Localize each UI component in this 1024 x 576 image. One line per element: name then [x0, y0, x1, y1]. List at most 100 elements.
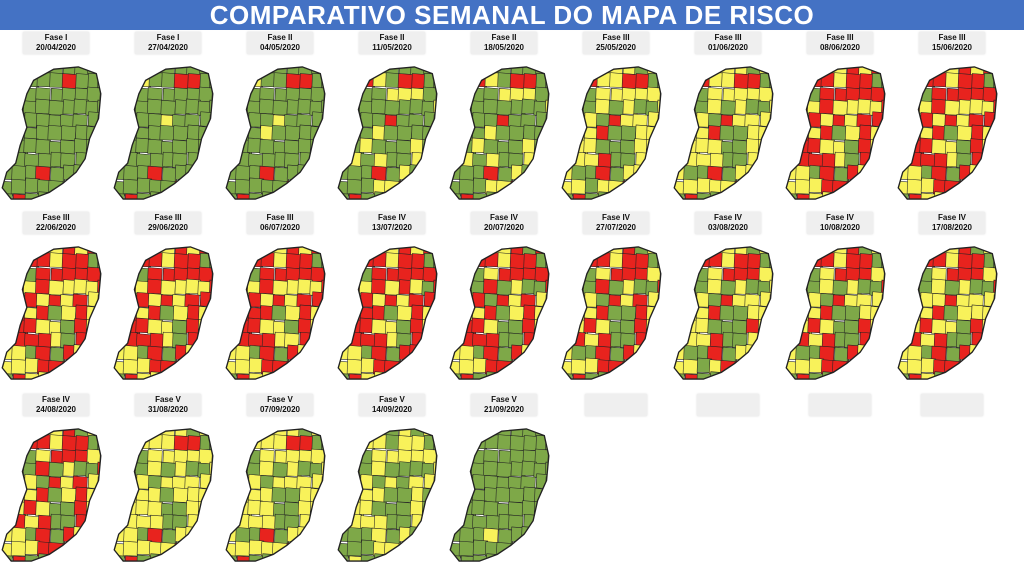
municipality-region: [186, 554, 202, 562]
municipality-region: [562, 87, 576, 104]
municipality-region: [545, 66, 549, 77]
municipality-region: [955, 139, 972, 156]
municipality-region: [510, 192, 526, 200]
municipality-region: [234, 246, 250, 256]
municipality-region: [633, 179, 650, 195]
municipality-region: [945, 371, 962, 380]
municipality-region: [450, 461, 463, 478]
municipality-region: [311, 371, 325, 380]
municipality-region: [114, 139, 126, 155]
date-label: 11/05/2020: [372, 43, 412, 52]
municipality-region: [562, 306, 574, 322]
municipality-region: [622, 180, 638, 196]
municipality-region: [311, 553, 325, 562]
municipality-region: [957, 73, 974, 89]
municipality-region: [199, 252, 213, 269]
map-panel: Fase IV 03/08/2020: [672, 212, 784, 392]
municipality-region: [125, 71, 141, 88]
municipality-region: [259, 460, 275, 477]
municipality-region: [646, 345, 661, 362]
municipality-region: [359, 66, 375, 77]
municipality-region: [562, 372, 573, 380]
map-panel: Fase V 07/09/2020: [224, 394, 336, 574]
municipality-region: [535, 252, 549, 269]
municipality-region: [898, 372, 909, 380]
state-outline: [561, 66, 662, 200]
risk-map: [449, 66, 550, 200]
municipality-region: [285, 73, 302, 89]
municipality-region: [2, 192, 13, 200]
municipality-region: [573, 251, 589, 268]
municipality-region: [173, 435, 190, 451]
municipality-region: [97, 513, 101, 529]
municipality-region: [807, 246, 823, 257]
municipality-region: [674, 192, 685, 200]
municipality-region: [993, 246, 997, 257]
municipality-region: [321, 528, 325, 544]
municipality-region: [422, 540, 437, 556]
municipality-region: [907, 345, 923, 361]
municipality-region: [321, 99, 325, 116]
municipality-region: [906, 246, 922, 256]
municipality-region: [162, 528, 178, 545]
municipality-region: [610, 346, 626, 363]
map-panel: Fase IV 27/07/2020: [560, 212, 672, 392]
municipality-region: [770, 192, 773, 200]
municipality-region: [298, 372, 314, 380]
municipality-region: [845, 73, 862, 89]
municipality-region: [209, 528, 213, 544]
municipality-region: [943, 124, 959, 141]
municipality-region: [234, 178, 251, 195]
municipality-region: [696, 192, 712, 200]
municipality-region: [562, 66, 575, 76]
municipality-region: [450, 433, 463, 450]
municipality-region: [920, 192, 936, 200]
municipality-region: [433, 252, 437, 269]
municipality-region: [99, 265, 101, 282]
municipality-region: [209, 461, 213, 478]
municipality-region: [808, 192, 824, 200]
municipality-region: [248, 372, 264, 380]
map-label: Fase II 11/05/2020: [359, 32, 425, 54]
municipality-region: [545, 246, 549, 257]
municipality-region: [657, 331, 661, 347]
municipality-region: [433, 114, 437, 130]
municipality-region: [114, 246, 127, 256]
municipality-region: [808, 372, 824, 380]
municipality-region: [62, 542, 78, 558]
map-panel: Fase II 18/05/2020: [448, 32, 560, 212]
risk-map: [113, 428, 214, 562]
municipality-region: [73, 359, 90, 375]
empty-slot: [784, 394, 896, 574]
municipality-region: [460, 373, 476, 380]
municipality-region: [450, 71, 463, 88]
municipality-region: [235, 165, 251, 181]
municipality-region: [572, 193, 588, 200]
municipality-region: [545, 125, 549, 141]
municipality-region: [657, 66, 661, 77]
municipality-region: [545, 428, 549, 439]
municipality-region: [409, 359, 426, 375]
municipality-region: [970, 192, 986, 200]
municipality-region: [259, 138, 275, 155]
municipality-region: [147, 318, 163, 335]
municipality-region: [86, 527, 101, 544]
municipality-region: [982, 178, 997, 194]
municipality-region: [297, 541, 314, 557]
municipality-region: [338, 461, 351, 478]
municipality-region: [237, 71, 253, 88]
municipality-region: [209, 72, 213, 89]
municipality-region: [794, 66, 810, 76]
municipality-region: [993, 319, 997, 336]
municipality-region: [832, 99, 848, 116]
date-label: 13/07/2020: [371, 223, 413, 232]
municipality-region: [86, 178, 101, 194]
municipality-region: [171, 501, 188, 518]
municipality-region: [870, 178, 885, 194]
municipality-region: [23, 428, 39, 439]
municipality-region: [769, 125, 773, 141]
municipality-region: [684, 373, 700, 380]
municipality-region: [898, 319, 910, 335]
municipality-region: [209, 331, 213, 347]
municipality-region: [11, 527, 27, 543]
